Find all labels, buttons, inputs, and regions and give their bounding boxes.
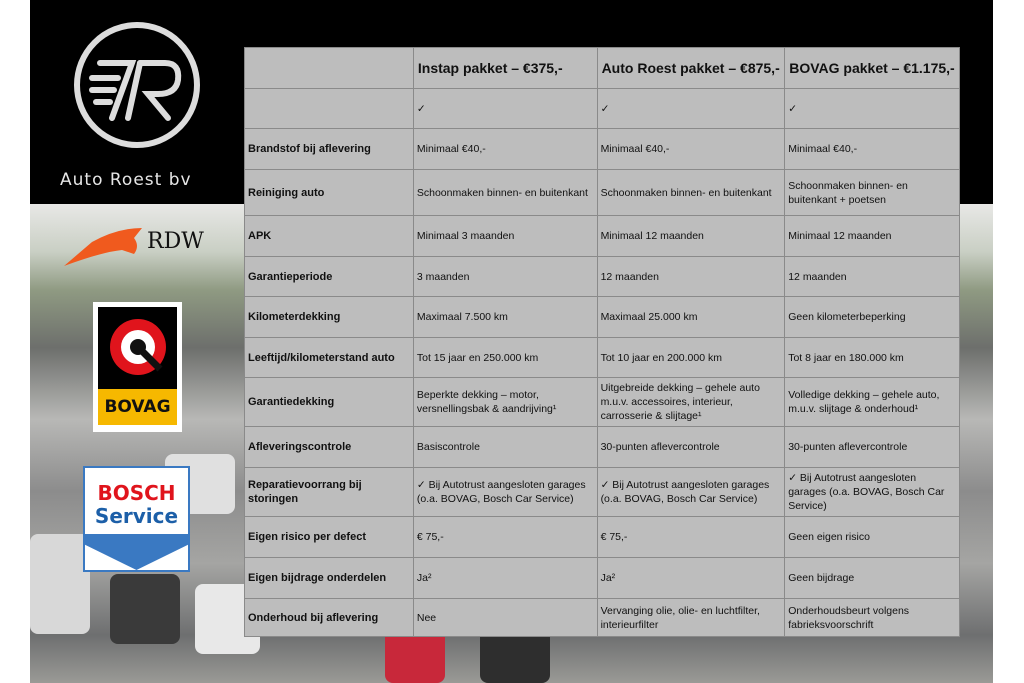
auto-roest-logo — [74, 22, 200, 148]
table-row: Kilometerdekking Maximaal 7.500 km Maximaa… — [244, 296, 960, 338]
table-cell: 30-punten aflevercontrole — [596, 426, 786, 468]
table-cell: Tot 8 jaar en 180.000 km — [784, 337, 960, 378]
table-cell: ✓ — [596, 88, 786, 129]
row-label: Garantieperiode — [244, 256, 414, 297]
header-cell — [244, 47, 414, 89]
table-cell: Minimaal €40,- — [784, 128, 960, 170]
brand-name: Auto Roest bv — [60, 170, 192, 190]
table-row: Reparatievoorrang bij storingen ✓ Bij Aut… — [244, 467, 960, 517]
table-cell: Minimaal 3 maanden — [412, 215, 598, 257]
table-cell: Minimaal €40,- — [596, 128, 786, 170]
row-label: Kilometerdekking — [244, 296, 414, 338]
table-cell: Tot 15 jaar en 250.000 km — [412, 337, 598, 378]
table-cell: ✓ — [784, 88, 960, 129]
bovag-logo: BOVAG — [93, 302, 182, 432]
row-label: Eigen risico per defect — [244, 516, 414, 558]
rdw-logo — [64, 228, 142, 266]
table-cell: Uitgebreide dekking – gehele auto m.u.v.… — [596, 377, 786, 427]
table-cell: Geen eigen risico — [784, 516, 960, 558]
package-comparison-table: Instap pakket – €375,- Auto Roest pakket… — [244, 47, 960, 637]
table-cell: Schoonmaken binnen- en buitenkant + poet… — [784, 169, 960, 216]
table-cell: Minimaal €40,- — [412, 128, 598, 170]
row-label: APK — [244, 215, 414, 257]
table-cell: € 75,- — [596, 516, 786, 558]
table-row: Eigen bijdrage onderdelen Ja² Ja² Geen bijd… — [244, 557, 960, 599]
row-label: Onderhoud bij aflevering — [244, 598, 414, 637]
header-bovag: BOVAG pakket – €1.175,- — [784, 47, 960, 89]
table-row: Onderhoud bij aflevering Nee Vervanging ol… — [244, 598, 960, 637]
table-row: Eigen risico per defect € 75,- € 75,- Geen … — [244, 516, 960, 558]
table-header-row: Instap pakket – €375,- Auto Roest pakket… — [244, 47, 960, 89]
header-instap: Instap pakket – €375,- — [412, 47, 598, 89]
row-label: Brandstof bij aflevering — [244, 128, 414, 170]
table-cell: Tot 10 jaar en 200.000 km — [596, 337, 786, 378]
header-auto-roest: Auto Roest pakket – €875,- — [596, 47, 786, 89]
table-row: Afleveringscontrole Basiscontrole 30-punte… — [244, 426, 960, 468]
table-cell: Minimaal 12 maanden — [596, 215, 786, 257]
row-label — [244, 88, 414, 129]
row-label: Garantiedekking — [244, 377, 414, 427]
table-row: Brandstof bij aflevering Minimaal €40,- Mi… — [244, 128, 960, 170]
table-cell: Nee — [412, 598, 598, 637]
table-cell: 3 maanden — [412, 256, 598, 297]
row-label: Eigen bijdrage onderdelen — [244, 557, 414, 599]
table-row: Reiniging auto Schoonmaken binnen- en bui… — [244, 169, 960, 216]
table-cell: Volledige dekking – gehele auto, m.u.v. … — [784, 377, 960, 427]
bovag-label: BOVAG — [98, 389, 177, 425]
table-cell: Maximaal 7.500 km — [412, 296, 598, 338]
table-row: APK Minimaal 3 maanden Minimaal 12 maanden… — [244, 215, 960, 257]
table-cell: ✓ Bij Autotrust aangesloten garages (o.a… — [596, 467, 786, 517]
table-cell: Minimaal 12 maanden — [784, 215, 960, 257]
table-cell: Ja² — [412, 557, 598, 599]
table-cell: Geen bijdrage — [784, 557, 960, 599]
bosch-label: BOSCH — [97, 481, 176, 505]
table-cell: Ja² — [596, 557, 786, 599]
row-label: Reiniging auto — [244, 169, 414, 216]
table-cell: ✓ Bij Autotrust aangesloten garages (o.a… — [412, 467, 598, 517]
table-cell: Beperkte dekking – motor, versnellingsba… — [412, 377, 598, 427]
table-cell: Schoonmaken binnen- en buitenkant — [596, 169, 786, 216]
table-cell: Geen kilometerbeperking — [784, 296, 960, 338]
bosch-emblem-icon — [85, 534, 188, 570]
row-label: Reparatievoorrang bij storingen — [244, 467, 414, 517]
table-row: ✓ ✓ ✓ — [244, 88, 960, 129]
table-cell: 12 maanden — [784, 256, 960, 297]
bosch-service-logo: BOSCH Service — [83, 466, 190, 572]
table-row: Leeftijd/kilometerstand auto Tot 15 jaar … — [244, 337, 960, 378]
table-cell: 12 maanden — [596, 256, 786, 297]
table-cell: ✓ — [412, 88, 598, 129]
row-label: Leeftijd/kilometerstand auto — [244, 337, 414, 378]
table-cell: 30-punten aflevercontrole — [784, 426, 960, 468]
table-cell: Vervanging olie, olie- en luchtfilter, i… — [596, 598, 786, 637]
service-label: Service — [94, 504, 179, 528]
table-cell: Onderhoudsbeurt volgens fabrieksvoorschr… — [784, 598, 960, 637]
row-label: Afleveringscontrole — [244, 426, 414, 468]
table-cell: Basiscontrole — [412, 426, 598, 468]
table-row: Garantiedekking Beperkte dekking – motor,… — [244, 377, 960, 427]
table-cell: ✓ Bij Autotrust aangesloten garages (o.a… — [784, 467, 960, 517]
table-cell: Maximaal 25.000 km — [596, 296, 786, 338]
rdw-label: RDW — [147, 229, 204, 254]
table-row: Garantieperiode 3 maanden 12 maanden 12 maa… — [244, 256, 960, 297]
table-cell: Schoonmaken binnen- en buitenkant — [412, 169, 598, 216]
table-cell: € 75,- — [412, 516, 598, 558]
bovag-emblem-icon — [110, 319, 166, 375]
